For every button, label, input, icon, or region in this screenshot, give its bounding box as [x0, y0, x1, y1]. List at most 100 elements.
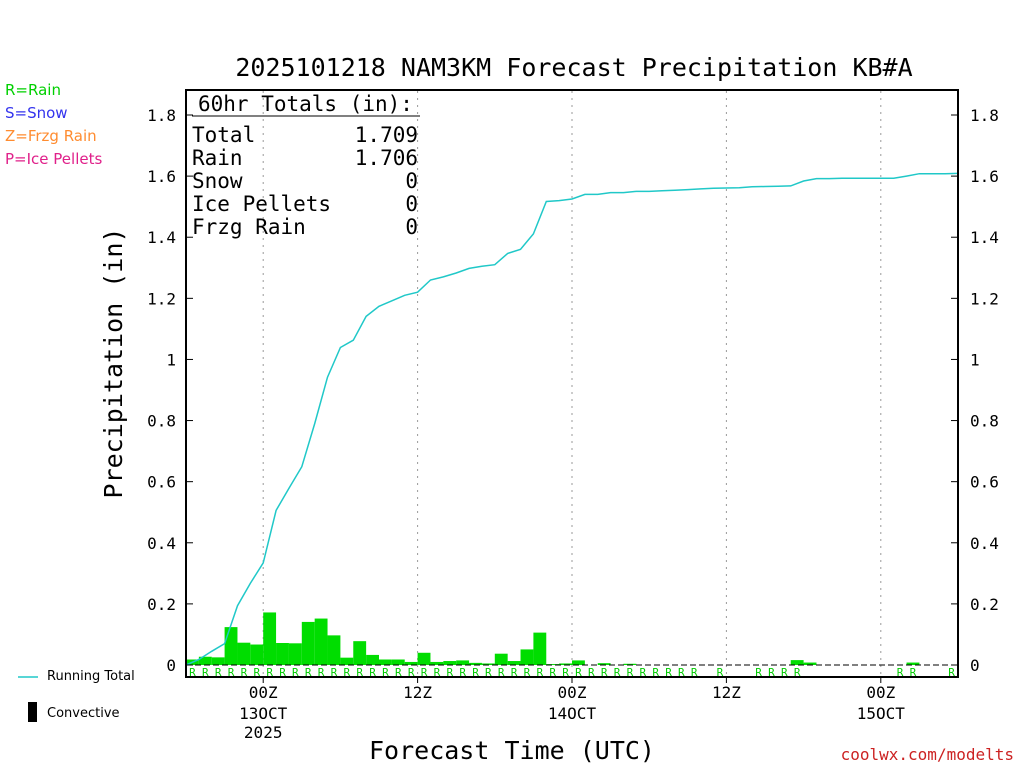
y-tick-label: 0.8 [147, 412, 176, 431]
type-code: R [395, 666, 402, 679]
type-code: R [511, 666, 518, 679]
type-code: R [665, 666, 672, 679]
convective-key-swatch [28, 702, 37, 722]
rain-bar [288, 643, 302, 665]
totals-row-value: 0 [405, 215, 418, 239]
rain-bar [353, 641, 367, 665]
type-code: R [459, 666, 466, 679]
grid-lines [262, 91, 882, 676]
totals-row-label: Frzg Rain [192, 215, 306, 239]
type-code: R [356, 666, 363, 679]
rain-bar [623, 663, 637, 665]
y-axis-right: 0 0.2 0.4 0.6 0.8 1 1.2 1.4 1.6 1.8 [951, 106, 999, 675]
totals-row-label: Rain [192, 146, 243, 170]
type-code: R [691, 666, 698, 679]
x-tick-date: 14OCT [548, 704, 597, 723]
x-tick-date: 15OCT [857, 704, 906, 723]
rain-bar [224, 627, 238, 665]
totals-row-value: 1.709 [355, 123, 418, 147]
type-code: R [266, 666, 273, 679]
running-total-key-label: Running Total [47, 669, 135, 684]
y-tick-label: 1 [166, 350, 176, 369]
y-axis-left: 0 0.2 0.4 0.6 0.8 1 1.2 1.4 1.6 1.8 [147, 106, 193, 675]
x-tick-label: 00Z [249, 683, 278, 702]
rain-bar [507, 661, 521, 665]
totals-row-label: Ice Pellets [192, 192, 331, 216]
type-code: R [434, 666, 441, 679]
rain-bar [546, 664, 560, 665]
rain-bar [391, 659, 405, 665]
rain-bar [520, 649, 534, 665]
y-tick-label: 1.6 [147, 167, 176, 186]
type-code: R [768, 666, 775, 679]
type-code: R [189, 666, 196, 679]
rain-bar [314, 618, 328, 665]
y-tick-label: 1.4 [147, 228, 176, 247]
type-code: R [421, 666, 428, 679]
type-code: R [279, 666, 286, 679]
type-code: R [627, 666, 634, 679]
y-tick-label-right: 0.4 [970, 534, 999, 553]
y-tick-label: 1.8 [147, 106, 176, 125]
rain-bars [186, 612, 920, 665]
rain-bar [301, 621, 315, 665]
y-tick-label-right: 1.4 [970, 228, 999, 247]
type-code: R [562, 666, 569, 679]
type-code: R [601, 666, 608, 679]
totals-row-value: 1.706 [355, 146, 418, 170]
type-code: R [318, 666, 325, 679]
type-code: R [549, 666, 556, 679]
credit-text: coolwx.com/modelts [841, 745, 1014, 764]
rain-bar [276, 643, 289, 665]
x-tick-label: 12Z [712, 683, 741, 702]
rain-bar [198, 656, 212, 665]
x-tick-date: 13OCT [239, 704, 288, 723]
type-code: R [588, 666, 595, 679]
type-code: R [202, 666, 209, 679]
rain-bar [430, 661, 444, 665]
type-code: R [639, 666, 646, 679]
rain-bar [250, 644, 264, 665]
type-code: R [781, 666, 788, 679]
type-code: R [241, 666, 248, 679]
rain-bar [469, 662, 482, 665]
rain-bar [366, 654, 379, 665]
type-code: R [717, 666, 724, 679]
rain-bar [443, 661, 457, 665]
rain-bar [790, 660, 804, 665]
rain-bar [494, 653, 508, 665]
y-tick-label-right: 1 [970, 350, 980, 369]
legend-item: Z=Frzg Rain [5, 127, 97, 145]
totals-heading: 60hr Totals (in): [198, 92, 413, 116]
y-tick-label: 0 [166, 656, 176, 675]
y-tick-label: 0.4 [147, 534, 176, 553]
x-tick-label: 12Z [403, 683, 432, 702]
type-code: R [678, 666, 685, 679]
legend-item: S=Snow [5, 104, 68, 122]
y-tick-label-right: 1.6 [970, 167, 999, 186]
type-code: R [794, 666, 801, 679]
y-tick-label-right: 0 [970, 656, 980, 675]
legend-item: P=Ice Pellets [5, 150, 103, 168]
rain-bar [906, 662, 920, 665]
y-tick-label: 1.2 [147, 289, 176, 308]
type-code: R [331, 666, 338, 679]
x-axis-label: Forecast Time (UTC) [369, 736, 655, 765]
rain-bar [803, 662, 817, 665]
y-tick-label-right: 1.8 [970, 106, 999, 125]
type-code: R [344, 666, 351, 679]
chart-title: 2025101218 NAM3KM Forecast Precipitation… [235, 53, 912, 82]
rain-bar [456, 660, 470, 665]
totals-row-label: Total [192, 123, 255, 147]
running-total-line [185, 172, 959, 666]
type-code: R [524, 666, 531, 679]
x-tick-label: 00Z [558, 683, 587, 702]
rain-bar [572, 660, 585, 665]
totals-row-value: 0 [405, 192, 418, 216]
y-tick-label-right: 0.6 [970, 473, 999, 492]
totals-row-label: Snow [192, 169, 243, 193]
type-code: R [369, 666, 376, 679]
convective-key-label: Convective [47, 706, 120, 721]
type-code: R [485, 666, 492, 679]
